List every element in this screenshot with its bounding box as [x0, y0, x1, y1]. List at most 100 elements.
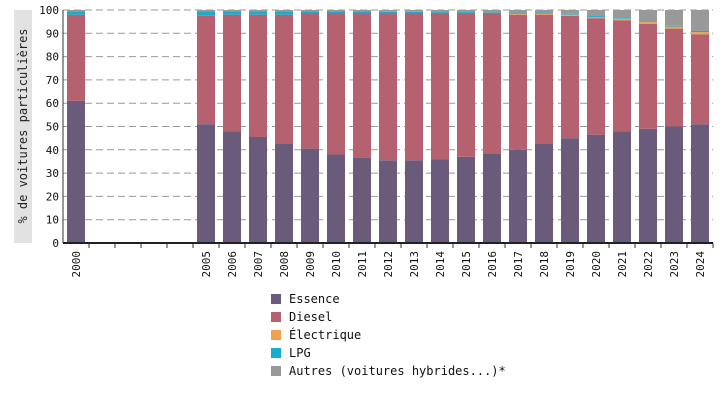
bar-segment: [691, 30, 709, 33]
bar-segment: [223, 14, 241, 132]
bar-segment: [67, 11, 85, 15]
bars-layer: [67, 10, 709, 244]
y-tick-label: 20: [46, 190, 59, 203]
legend-swatch: [271, 330, 281, 340]
bar-segment: [353, 11, 371, 14]
legend-item: LPG: [271, 344, 506, 362]
bar-segment: [561, 138, 579, 243]
chart-legend: Essence Diesel Électrique LPG Autres (voitur…: [271, 290, 506, 380]
bar-segment: [613, 18, 631, 21]
bar-segment: [509, 12, 527, 14]
x-tick-label: 2024: [694, 251, 707, 278]
legend-swatch: [271, 366, 281, 376]
bar-segment: [197, 11, 215, 16]
bar-segment: [535, 14, 553, 144]
bar-segment: [691, 32, 709, 35]
x-tick-label: 2007: [252, 251, 265, 278]
bar-segment: [249, 14, 267, 137]
bar-segment: [587, 10, 605, 17]
axis-layer: 0 10 20 30 40 50 60 70 80 90 100 2000 2005 2006 2007 20…: [39, 4, 714, 278]
bar-segment: [301, 11, 319, 14]
x-tick-label: 2010: [330, 251, 343, 278]
bar-segment: [405, 10, 423, 12]
bar-segment: [223, 10, 241, 12]
bar-segment: [379, 11, 397, 14]
bar-segment: [327, 11, 345, 14]
legend-swatch: [271, 294, 281, 304]
y-tick-label: 70: [46, 74, 59, 87]
bar-segment: [379, 160, 397, 243]
bar-segment: [431, 10, 449, 13]
bar-segment: [353, 10, 371, 12]
bar-segment: [509, 149, 527, 243]
bar-segment: [379, 13, 397, 161]
bar-segment: [431, 159, 449, 243]
bar-segment: [665, 26, 683, 29]
bar-segment: [275, 14, 293, 144]
x-tick-label: 2006: [226, 251, 239, 278]
y-tick-label: 30: [46, 167, 59, 180]
bar-segment: [509, 13, 527, 15]
bar-segment: [691, 34, 709, 125]
bar-segment: [405, 11, 423, 14]
x-tick-label: 2005: [200, 251, 213, 278]
bar-segment: [457, 13, 475, 157]
bar-segment: [275, 11, 293, 15]
bar-segment: [535, 10, 553, 13]
x-tick-label: 2013: [408, 251, 421, 278]
bar-segment: [665, 126, 683, 243]
bar-segment: [249, 136, 267, 243]
bar-segment: [509, 14, 527, 150]
x-tick-label: 2018: [538, 251, 551, 278]
bar-segment: [665, 25, 683, 27]
x-tick-label: 2015: [460, 251, 473, 278]
legend-label: Diesel: [289, 310, 333, 324]
bar-segment: [197, 124, 215, 243]
bar-segment: [613, 20, 631, 132]
bar-segment: [457, 10, 475, 13]
bar-segment: [665, 28, 683, 127]
bar-segment: [613, 18, 631, 19]
bar-segment: [67, 100, 85, 244]
x-tick-label: 2000: [70, 251, 83, 278]
bar-segment: [561, 13, 579, 15]
bar-segment: [535, 143, 553, 243]
bar-segment: [561, 14, 579, 16]
bar-segment: [353, 157, 371, 243]
bar-segment: [665, 10, 683, 26]
legend-item: Essence: [271, 290, 506, 308]
legend-swatch: [271, 312, 281, 322]
bar-segment: [483, 13, 501, 154]
legend-label: Autres (voitures hybrides...)*: [289, 364, 506, 378]
bar-segment: [301, 148, 319, 243]
bar-segment: [483, 12, 501, 14]
legend-swatch: [271, 348, 281, 358]
bar-segment: [457, 12, 475, 14]
y-tick-label: 100: [39, 4, 59, 17]
bar-segment: [691, 124, 709, 243]
legend-item: Diesel: [271, 308, 506, 326]
x-tick-label: 2016: [486, 251, 499, 278]
bar-segment: [509, 10, 527, 13]
bar-segment: [327, 13, 345, 155]
x-tick-label: 2022: [642, 251, 655, 278]
bar-segment: [483, 10, 501, 13]
bar-segment: [301, 13, 319, 149]
x-tick-label: 2021: [616, 251, 629, 278]
bar-segment: [327, 154, 345, 243]
y-tick-label: 50: [46, 121, 59, 134]
legend-label: LPG: [289, 346, 311, 360]
x-tick-label: 2014: [434, 251, 447, 278]
x-tick-label: 2019: [564, 251, 577, 278]
bar-segment: [639, 23, 657, 129]
bar-segment: [197, 15, 215, 125]
bar-segment: [587, 134, 605, 243]
legend-label: Essence: [289, 292, 340, 306]
bar-segment: [379, 10, 397, 12]
x-tick-label: 2017: [512, 251, 525, 278]
y-tick-label: 90: [46, 27, 59, 40]
legend-item: Électrique: [271, 326, 506, 344]
y-axis-label-background: [14, 10, 32, 243]
bar-segment: [561, 10, 579, 14]
bar-segment: [431, 12, 449, 14]
